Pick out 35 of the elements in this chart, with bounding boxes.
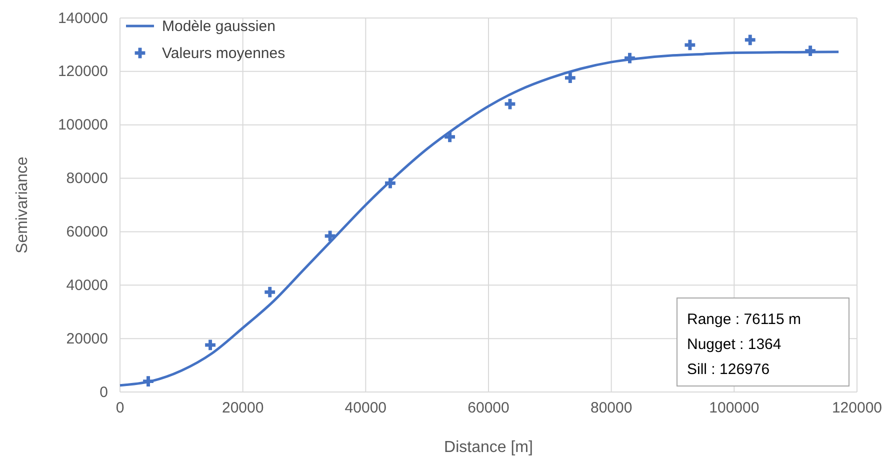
point [385, 178, 396, 188]
y-tick-label: 80000 [66, 170, 108, 188]
point [324, 230, 336, 242]
point [744, 34, 756, 46]
y-tick-label: 100000 [58, 116, 108, 134]
y-tick-label: 60000 [66, 224, 108, 241]
annotation: Nugget : 1364 [687, 336, 782, 353]
y-tick-label: 20000 [66, 330, 108, 348]
point [504, 98, 516, 110]
y-axis-title: Semivariance [14, 156, 31, 254]
point [624, 52, 635, 64]
x-axis-title: Distance [m] [444, 439, 533, 456]
point [205, 340, 216, 350]
point [684, 40, 696, 50]
point [805, 46, 816, 56]
x-tick-label: 20000 [222, 400, 264, 417]
x-tick-label: 0 [116, 400, 124, 417]
point [264, 286, 276, 298]
x-tick-label: 40000 [344, 400, 387, 417]
y-tick-label: 0 [100, 384, 108, 401]
point [444, 132, 456, 142]
x-tick-label: 120000 [832, 400, 882, 417]
point [143, 376, 154, 387]
x-tick-label: 60000 [468, 400, 510, 417]
x-tick-label: 100000 [709, 400, 760, 417]
y-tick-label: 140000 [58, 10, 108, 27]
y-tick-label: 40000 [66, 276, 108, 294]
point [564, 72, 576, 84]
annotation: Range : 76115 m [687, 311, 801, 328]
note-box: Range : 76115 m Nugget : 1364 Sill : 126976 [676, 298, 850, 386]
legend-label: Valeurs moyennes [162, 45, 286, 62]
x-tick-label: 80000 [590, 400, 632, 417]
legend-label: Modèle gaussien [162, 18, 276, 35]
annotation: Sill : 126976 [687, 361, 770, 378]
y-tick-label: 120000 [58, 63, 108, 80]
